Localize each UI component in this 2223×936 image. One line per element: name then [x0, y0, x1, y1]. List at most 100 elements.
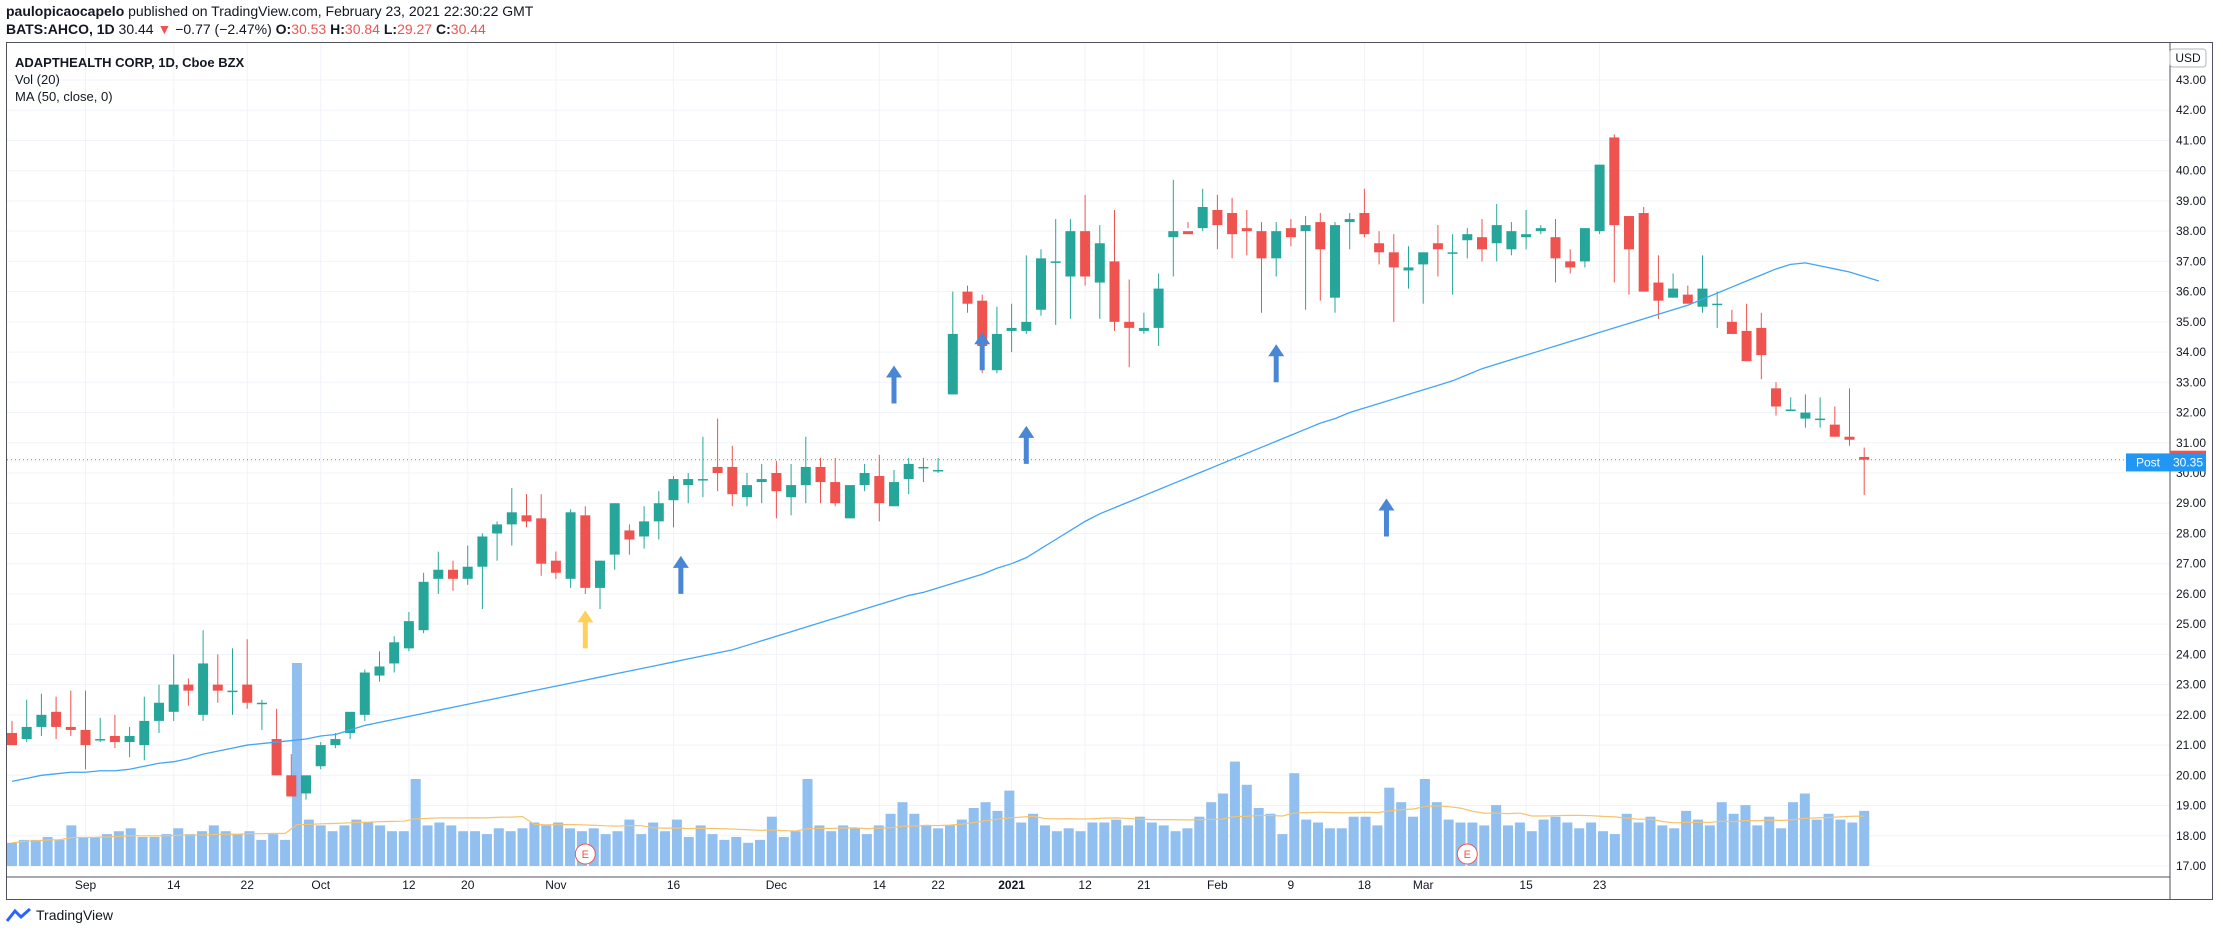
- price-tick-label: 43.00: [2176, 73, 2206, 87]
- time-tick-label: Oct: [311, 878, 330, 892]
- volume-bar: [826, 831, 837, 866]
- volume-bar: [363, 822, 374, 866]
- candle-body: [1697, 288, 1708, 307]
- volume-bar: [315, 825, 326, 866]
- candle-body: [1594, 164, 1605, 232]
- candle-body: [139, 720, 150, 746]
- volume-bar: [220, 831, 231, 866]
- legend-volume[interactable]: Vol (20): [15, 72, 60, 87]
- candle-body: [330, 739, 341, 746]
- volume-bar: [1253, 808, 1264, 866]
- volume-bar: [434, 822, 445, 866]
- candle-body: [124, 736, 135, 743]
- volume-bar: [1740, 805, 1751, 866]
- volume-bar: [1704, 825, 1715, 866]
- candle-body: [1726, 321, 1737, 334]
- volume-bar: [1823, 813, 1834, 866]
- candle-body: [389, 642, 400, 664]
- volume-bar: [719, 839, 730, 866]
- volume-bar: [636, 834, 647, 866]
- volume-bar: [909, 813, 920, 866]
- candle-body: [1006, 327, 1017, 331]
- volume-bar: [1669, 828, 1680, 866]
- candle-body: [1447, 252, 1458, 254]
- candle-body: [1109, 261, 1120, 322]
- candle-body: [903, 463, 914, 480]
- candle-body: [1579, 228, 1590, 262]
- chart-legend: ADAPTHEALTH CORP, 1D, Cboe BZX Vol (20) …: [15, 54, 244, 105]
- volume-bar: [446, 825, 457, 866]
- candle-body: [433, 569, 444, 579]
- post-label: Post: [2136, 455, 2161, 469]
- volume-bar: [1716, 802, 1727, 866]
- volume-bar: [1776, 828, 1787, 866]
- candle-body: [1212, 209, 1223, 226]
- publisher-name[interactable]: paulopicaocapelo: [6, 3, 125, 19]
- volume-bar: [1039, 825, 1050, 866]
- volume-bar: [90, 837, 101, 866]
- volume-bar: [1455, 822, 1466, 866]
- time-tick-label: 16: [667, 878, 681, 892]
- volume-bar: [1491, 805, 1502, 866]
- candle-body: [1550, 237, 1561, 259]
- volume-bar: [196, 831, 207, 866]
- volume-bar: [1158, 825, 1169, 866]
- volume-bar: [1752, 825, 1763, 866]
- price-tick-label: 29.00: [2176, 496, 2206, 510]
- volume-bar: [375, 825, 386, 866]
- tradingview-logo[interactable]: TradingView: [6, 907, 113, 923]
- candle-body: [477, 536, 488, 567]
- volume-bar: [1099, 822, 1110, 866]
- candlesticks: [7, 134, 1870, 800]
- candle-body: [1609, 137, 1620, 226]
- volume-bar: [1028, 813, 1039, 866]
- post-price-box: [2170, 453, 2206, 472]
- candle-body: [51, 711, 62, 727]
- earnings-label: E: [582, 849, 589, 861]
- candle-body: [1359, 213, 1370, 235]
- volume-bar: [78, 837, 89, 866]
- volume-bar: [1443, 819, 1454, 866]
- volume-bar: [125, 828, 136, 866]
- price-axis: 17.00 18.00 19.00 20.00 21.00 22.00 23.00 24.00…: [2126, 43, 2207, 899]
- price-tick-label: 37.00: [2176, 254, 2206, 268]
- volume-bar: [1194, 816, 1205, 866]
- volume-bar: [1218, 793, 1229, 866]
- legend-ma[interactable]: MA (50, close, 0): [15, 89, 113, 104]
- volume-bar: [660, 831, 671, 866]
- legend-title: ADAPTHEALTH CORP, 1D, Cboe BZX: [15, 55, 245, 70]
- candle-body: [1315, 222, 1326, 250]
- time-tick-label: 2021: [998, 878, 1025, 892]
- candle-body: [1330, 225, 1340, 298]
- volume-bar: [161, 834, 172, 866]
- price-tick-label: 19.00: [2176, 799, 2206, 813]
- volume-bar: [398, 831, 409, 866]
- close-value: 30.44: [450, 21, 486, 37]
- candle-body: [1094, 243, 1105, 283]
- volume-bar: [766, 816, 777, 866]
- volume-bar: [1206, 802, 1217, 866]
- volume-ma: [11, 805, 1865, 844]
- time-tick-label: 12: [1078, 878, 1092, 892]
- candle-body: [844, 485, 855, 519]
- candle-body: [977, 300, 988, 347]
- volume-bar: [113, 831, 124, 866]
- chart-frame[interactable]: [6, 42, 2213, 900]
- price-tick-label: 22.00: [2176, 708, 2206, 722]
- volume-bar: [695, 825, 706, 866]
- volume-bar: [1372, 825, 1383, 866]
- volume-bar: [1847, 822, 1858, 866]
- candle-body: [183, 684, 194, 691]
- post-price-label: 30.35: [2173, 455, 2203, 469]
- time-tick-label: 21: [1137, 878, 1151, 892]
- volume-bar: [683, 837, 694, 866]
- volume-bar: [137, 837, 148, 866]
- candle-body: [727, 466, 738, 495]
- candle-body: [403, 621, 414, 649]
- candle-body: [1153, 288, 1164, 328]
- volume-bar: [1692, 819, 1703, 866]
- open-value: 30.53: [291, 21, 327, 37]
- volume-bar: [339, 825, 350, 866]
- volume-bar: [968, 808, 979, 866]
